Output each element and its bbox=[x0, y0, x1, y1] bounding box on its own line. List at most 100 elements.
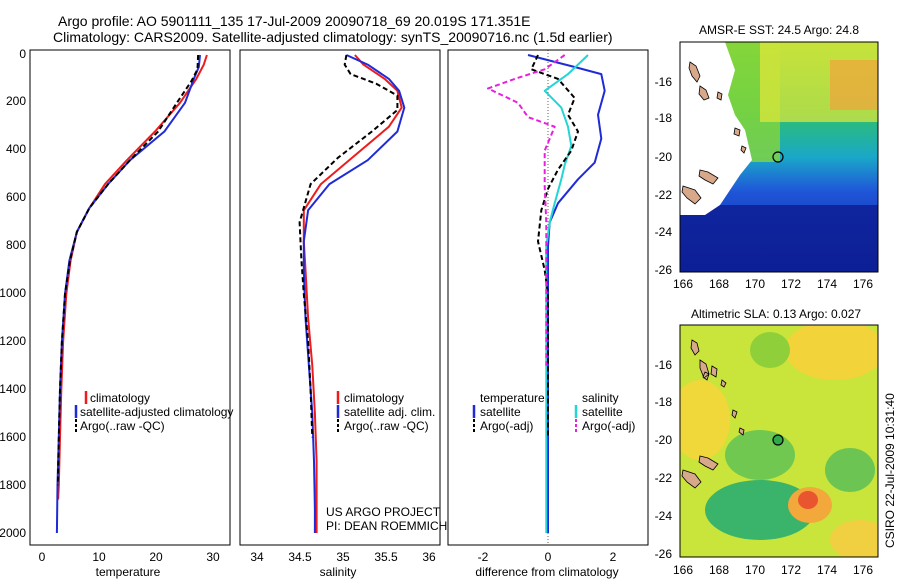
lat-tick: -26 bbox=[655, 547, 673, 561]
legend-label: Argo(..raw -QC) bbox=[80, 419, 165, 433]
temperature-x-ticks: 0 10 20 30 bbox=[39, 550, 220, 564]
legend-heading: temperature bbox=[480, 391, 545, 405]
x-tick: 10 bbox=[92, 550, 106, 564]
temperature-series bbox=[55, 54, 208, 534]
lon-tick: 166 bbox=[673, 277, 693, 291]
island-outline bbox=[681, 61, 747, 205]
depth-tick: 1400 bbox=[0, 382, 26, 396]
difference-series-line bbox=[527, 54, 606, 533]
depth-tick: 1000 bbox=[0, 286, 26, 300]
sla-low-patch bbox=[725, 430, 795, 480]
sla-map-field bbox=[680, 325, 878, 557]
x-tick: 35 bbox=[336, 550, 350, 564]
legend-label: satellite bbox=[480, 405, 521, 419]
x-tick: 34 bbox=[250, 550, 264, 564]
legend-heading: salinity bbox=[582, 391, 619, 405]
x-tick: 20 bbox=[149, 550, 163, 564]
sla-lon-ticks: 166 168 170 172 174 176 bbox=[673, 563, 873, 577]
sst-map-title: AMSR-E SST: 24.5 Argo: 24.8 bbox=[699, 23, 859, 37]
depth-tick: 400 bbox=[6, 142, 26, 156]
figure-title-line2: Climatology: CARS2009. Satellite-adjuste… bbox=[53, 29, 613, 45]
salinity-panel: 34 34.5 35 35.5 36 salinity climatology … bbox=[239, 49, 447, 579]
depth-tick: 800 bbox=[6, 238, 26, 252]
depth-axis-ticks: 0 200 400 600 800 1000 1200 1400 1600 18… bbox=[0, 47, 26, 540]
x-tick: 30 bbox=[206, 550, 220, 564]
lat-tick: -18 bbox=[655, 395, 673, 409]
x-axis-label: salinity bbox=[320, 565, 357, 579]
lat-tick: -16 bbox=[655, 75, 673, 89]
difference-panel: -2 0 2 difference from climatology tempe… bbox=[447, 49, 649, 579]
legend-label: satellite adj. clim. bbox=[344, 405, 435, 419]
lon-tick: 170 bbox=[745, 277, 765, 291]
depth-tick: 1200 bbox=[0, 334, 26, 348]
legend-label: climatology bbox=[344, 391, 404, 405]
sla-lat-ticks: -16 -18 -20 -22 -24 -26 bbox=[655, 358, 673, 561]
sst-map-field bbox=[680, 42, 878, 272]
island-outline bbox=[681, 339, 745, 489]
x-tick: 34.5 bbox=[288, 550, 312, 564]
depth-tick: 2000 bbox=[0, 526, 26, 540]
argo-location-marker bbox=[772, 151, 784, 163]
lat-tick: -22 bbox=[655, 188, 673, 202]
lon-tick: 176 bbox=[853, 563, 873, 577]
lon-tick: 174 bbox=[817, 277, 837, 291]
argo-location-marker bbox=[772, 434, 784, 446]
sla-high-patch bbox=[830, 520, 878, 557]
project-credit: US ARGO PROJECT bbox=[326, 505, 441, 519]
lon-tick: 176 bbox=[853, 277, 873, 291]
x-tick: 35.5 bbox=[374, 550, 398, 564]
lat-tick: -18 bbox=[655, 111, 673, 125]
difference-series-line bbox=[543, 54, 589, 533]
lat-tick: -24 bbox=[655, 225, 673, 239]
salinity-panel-frame bbox=[239, 49, 441, 546]
lon-tick: 172 bbox=[781, 277, 801, 291]
figure-title-line1: Argo profile: AO 5901111_135 17-Jul-2009… bbox=[58, 13, 531, 29]
sst-map-panel: AMSR-E SST: 24.5 Argo: 24.8 -16 -18 -20 … bbox=[655, 23, 879, 291]
legend: climatology satellite-adjusted climatolo… bbox=[74, 391, 233, 433]
lat-tick: -16 bbox=[655, 358, 673, 372]
temperature-panel-frame bbox=[29, 49, 231, 546]
lon-tick: 172 bbox=[781, 563, 801, 577]
legend-label: satellite bbox=[582, 405, 623, 419]
salinity-series-line bbox=[298, 54, 399, 438]
lon-tick: 168 bbox=[709, 563, 729, 577]
legend: temperature satellite Argo(-adj) salinit… bbox=[472, 391, 635, 433]
x-tick: 0 bbox=[545, 550, 552, 564]
lat-tick: -20 bbox=[655, 433, 673, 447]
legend: climatology satellite adj. clim. Argo(..… bbox=[336, 391, 435, 433]
x-axis-label: temperature bbox=[96, 565, 161, 579]
sla-low-patch bbox=[705, 480, 815, 540]
sst-lon-ticks: 166 168 170 172 174 176 bbox=[673, 277, 873, 291]
sla-map-title: Altimetric SLA: 0.13 Argo: 0.027 bbox=[691, 307, 861, 321]
sla-low-patch bbox=[750, 332, 790, 368]
legend-label: satellite-adjusted climatology bbox=[80, 405, 233, 419]
legend-label: Argo(-adj) bbox=[480, 419, 533, 433]
sla-high-patch bbox=[785, 325, 878, 380]
lat-tick: -24 bbox=[655, 509, 673, 523]
depth-tick: 1600 bbox=[0, 430, 26, 444]
lon-tick: 168 bbox=[709, 277, 729, 291]
sst-no-data-mask bbox=[680, 42, 752, 215]
sla-high-patch bbox=[798, 491, 818, 509]
sla-low-patch bbox=[825, 448, 875, 492]
sst-lat-ticks: -16 -18 -20 -22 -24 -26 bbox=[655, 75, 673, 277]
salinity-series bbox=[298, 54, 406, 533]
lon-tick: 170 bbox=[745, 563, 765, 577]
sla-high-patch bbox=[680, 380, 730, 460]
salinity-x-ticks: 34 34.5 35 35.5 36 bbox=[250, 550, 436, 564]
x-axis-label: difference from climatology bbox=[475, 565, 618, 579]
x-tick: -2 bbox=[478, 550, 489, 564]
sst-cold-patch bbox=[680, 205, 878, 272]
temperature-panel: 0 200 400 600 800 1000 1200 1400 1600 18… bbox=[0, 47, 233, 579]
lat-tick: -20 bbox=[655, 150, 673, 164]
lat-tick: -22 bbox=[655, 471, 673, 485]
sst-map-frame bbox=[679, 41, 879, 273]
depth-tick: 0 bbox=[19, 47, 26, 61]
difference-series-line bbox=[487, 54, 566, 366]
legend-label: climatology bbox=[90, 391, 150, 405]
lon-tick: 174 bbox=[817, 563, 837, 577]
x-tick: 0 bbox=[39, 550, 46, 564]
sla-map-panel: Altimetric SLA: 0.13 Argo: 0.027 -16 -18… bbox=[655, 307, 879, 577]
x-tick: 2 bbox=[610, 550, 617, 564]
difference-x-ticks: -2 0 2 bbox=[478, 550, 617, 564]
